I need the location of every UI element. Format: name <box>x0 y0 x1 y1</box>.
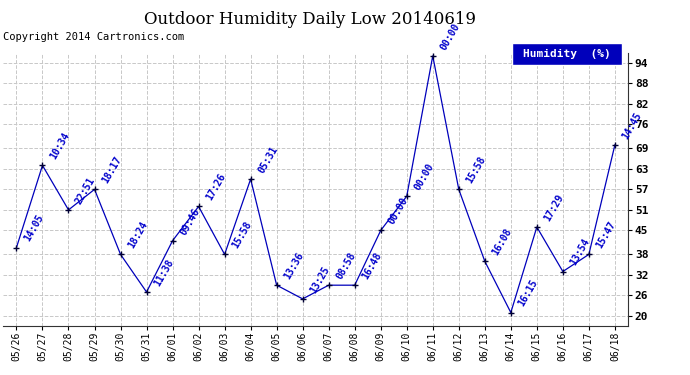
Text: 10:34: 10:34 <box>48 131 71 161</box>
Text: 13:54: 13:54 <box>569 237 592 267</box>
Text: 17:29: 17:29 <box>542 192 566 223</box>
Text: 14:05: 14:05 <box>22 213 46 243</box>
Text: 14:45: 14:45 <box>620 110 644 141</box>
Text: 16:15: 16:15 <box>516 278 540 308</box>
Text: Copyright 2014 Cartronics.com: Copyright 2014 Cartronics.com <box>3 32 185 42</box>
Text: 17:26: 17:26 <box>204 172 228 202</box>
Text: 08:58: 08:58 <box>334 251 357 281</box>
FancyBboxPatch shape <box>513 43 622 65</box>
Text: 15:58: 15:58 <box>230 220 253 250</box>
Text: 09:46: 09:46 <box>178 206 201 237</box>
Text: Humidity  (%): Humidity (%) <box>523 49 611 59</box>
Text: 00:00: 00:00 <box>386 196 410 226</box>
Text: 00:00: 00:00 <box>438 21 462 52</box>
Text: Outdoor Humidity Daily Low 20140619: Outdoor Humidity Daily Low 20140619 <box>144 11 477 28</box>
Text: 15:58: 15:58 <box>464 155 488 185</box>
Text: 16:48: 16:48 <box>360 251 384 281</box>
Text: 00:00: 00:00 <box>413 162 435 192</box>
Text: 18:24: 18:24 <box>126 220 150 250</box>
Text: 11:38: 11:38 <box>152 257 175 288</box>
Text: 22:51: 22:51 <box>74 175 97 206</box>
Text: 18:17: 18:17 <box>100 155 124 185</box>
Text: 13:25: 13:25 <box>308 264 332 295</box>
Text: 05:31: 05:31 <box>256 144 279 175</box>
Text: 15:47: 15:47 <box>594 220 618 250</box>
Text: 13:36: 13:36 <box>282 251 306 281</box>
Text: 16:08: 16:08 <box>491 226 513 257</box>
